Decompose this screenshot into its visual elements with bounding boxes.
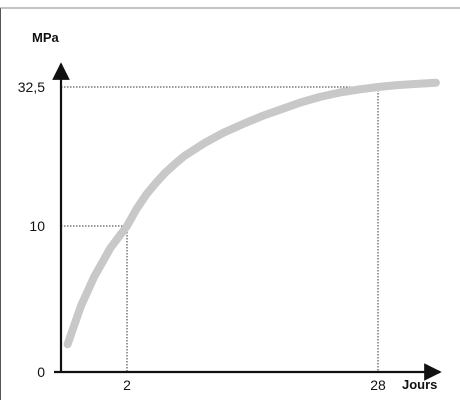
- series-layer: [63, 78, 440, 349]
- tick-labels: 0 10 32,5 2 28: [18, 79, 386, 393]
- reference-guides: [61, 86, 379, 372]
- y-tick-label: 10: [29, 218, 45, 234]
- x-tick-label: 2: [123, 377, 131, 393]
- y-tick-label: 0: [37, 364, 45, 380]
- y-axis-title: MPa: [32, 30, 60, 45]
- x-tick-label: 28: [370, 377, 386, 393]
- y-tick-label: 32,5: [18, 79, 45, 95]
- series-line-0: [63, 78, 440, 349]
- x-axis-title: Jours: [402, 377, 437, 392]
